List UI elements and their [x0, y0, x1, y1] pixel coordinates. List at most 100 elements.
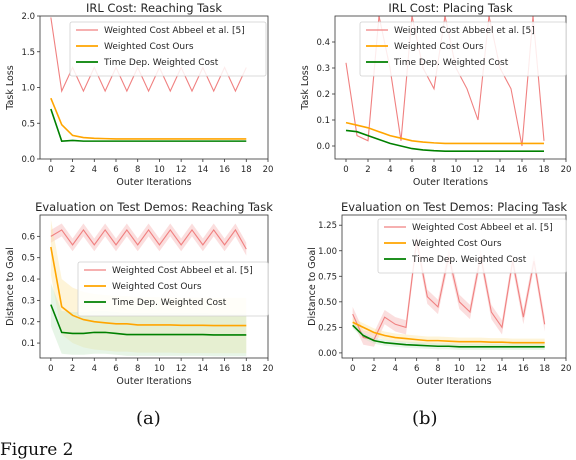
x-tick-label: 18 — [241, 165, 252, 175]
band-ours — [352, 318, 545, 347]
y-tick-label: 0.1 — [316, 116, 330, 126]
x-tick-label: 8 — [435, 364, 440, 374]
chart-eval-reaching: 0 2 4 6 8 10 12 14 16 18 20 0.1 0.2 0.3 0.4 0.5 0.6 Evalu… — [5, 200, 273, 387]
x-tick-label: 0 — [48, 165, 53, 175]
series-line-timedep — [352, 324, 545, 348]
x-tick-label: 2 — [371, 364, 376, 374]
x-tick-label: 20 — [561, 364, 572, 374]
legend-box — [77, 261, 269, 317]
series-line-ours — [50, 246, 247, 327]
x-tick-label: 18 — [539, 165, 550, 175]
x-tick-label: 0 — [48, 364, 53, 374]
legend-entry: Time Dep. Weighted Cost — [393, 58, 509, 68]
series-line-timedep — [50, 108, 247, 142]
x-tick-label: 6 — [113, 364, 118, 374]
y-tick-label: 0.00 — [318, 349, 337, 359]
legend-box — [377, 218, 567, 274]
x-tick-label: 12 — [176, 165, 187, 175]
band-timedep — [50, 283, 247, 357]
chart-irl-reaching: 0 2 4 6 8 10 12 14 16 18 20 0.0 0.5 1.0 1.5 2.0 IRL Cost… — [5, 1, 273, 188]
y-tick-label: 0.3 — [21, 296, 35, 306]
y-axis-label: Task Loss — [5, 65, 16, 110]
x-tick-label: 12 — [176, 364, 187, 374]
y-tick-label: 0.0 — [316, 142, 330, 152]
x-tick-label: 10 — [154, 165, 165, 175]
x-tick-label: 16 — [517, 165, 528, 175]
legend-entry: Weighted Cost Ours — [412, 239, 502, 249]
x-tick-label: 18 — [539, 364, 550, 374]
y-tick-label: 0.4 — [21, 275, 35, 285]
y-tick-label: 1.5 — [21, 48, 35, 58]
legend-entry: Time Dep. Weighted Cost — [111, 298, 227, 308]
y-tick-label: 0.3 — [316, 64, 330, 74]
x-tick-label: 8 — [431, 165, 436, 175]
band-abbeel — [352, 233, 545, 347]
legend: Weighted Cost Abbeel et al. [5] Weighted … — [77, 261, 269, 317]
y-axis-label: Distance to Goal — [5, 247, 16, 326]
y-axis-label: Distance to Goal — [307, 247, 318, 326]
x-tick-label: 4 — [387, 165, 392, 175]
y-tick-label: 0.1 — [21, 339, 35, 349]
y-tick-label: 2.0 — [21, 12, 35, 22]
y-tick-label: 1.25 — [318, 221, 337, 231]
legend-entry: Time Dep. Weighted Cost — [411, 255, 527, 265]
y-tick-label: 0.75 — [318, 272, 337, 282]
legend-entry: Time Dep. Weighted Cost — [103, 58, 219, 68]
chart-title: IRL Cost: Reaching Task — [86, 1, 222, 15]
figure-caption: Figure 2 — [0, 440, 74, 460]
x-tick-label: 10 — [451, 165, 462, 175]
y-tick-label: 0.2 — [316, 90, 330, 100]
x-tick-label: 16 — [219, 364, 230, 374]
x-tick-label: 4 — [92, 165, 97, 175]
band-abbeel — [50, 223, 247, 256]
y-tick-label: 1.0 — [21, 84, 35, 94]
x-tick-label: 4 — [92, 364, 97, 374]
x-axis-label: Outer Iterations — [116, 376, 191, 387]
y-tick-label: 0.5 — [21, 119, 35, 129]
y-axis-label: Task Loss — [300, 65, 311, 110]
x-tick-label: 20 — [263, 165, 274, 175]
plot-area — [50, 219, 247, 357]
plot-area — [50, 17, 247, 142]
x-tick-label: 10 — [154, 364, 165, 374]
x-tick-label: 12 — [473, 165, 484, 175]
x-tick-label: 20 — [561, 165, 572, 175]
band-ours — [50, 219, 247, 354]
legend-entry: Weighted Cost Abbeel et al. [5] — [412, 223, 553, 233]
chart-title: Evaluation on Test Demos: Placing Task — [341, 200, 567, 214]
axes-frame — [334, 15, 567, 160]
x-tick-label: 10 — [454, 364, 465, 374]
chart-title: Evaluation on Test Demos: Reaching Task — [35, 200, 273, 214]
x-tick-label: 14 — [197, 364, 208, 374]
y-tick-label: 1.00 — [318, 247, 337, 257]
y-tick-label: 0.6 — [21, 232, 35, 242]
legend-entry: Weighted Cost Abbeel et al. [5] — [394, 26, 535, 36]
x-tick-label: 8 — [135, 364, 140, 374]
series-line-abbeel — [50, 17, 247, 93]
legend: Weighted Cost Abbeel et al. [5] Weighted … — [359, 21, 567, 77]
x-tick-label: 12 — [475, 364, 486, 374]
legend: Weighted Cost Abbeel et al. [5] Weighted … — [69, 21, 267, 77]
x-tick-label: 14 — [197, 165, 208, 175]
subfigure-label-b: (b) — [412, 408, 438, 429]
x-tick-label: 2 — [70, 364, 75, 374]
x-axis-label: Outer Iterations — [116, 177, 191, 188]
axes-frame — [341, 214, 567, 359]
chart-irl-placing: 0 2 4 6 8 10 12 14 16 18 20 0.0 0.1 0.2 0.3 0.4 IRL Cost… — [300, 1, 571, 188]
x-tick-label: 0 — [350, 364, 355, 374]
legend-entry: Weighted Cost Ours — [112, 282, 202, 292]
legend: Weighted Cost Abbeel et al. [5] Weighted … — [377, 218, 567, 274]
legend-entry: Weighted Cost Ours — [394, 42, 484, 52]
x-tick-label: 2 — [365, 165, 370, 175]
y-tick-label: 0.4 — [316, 38, 330, 48]
x-tick-label: 6 — [113, 165, 118, 175]
x-tick-label: 14 — [497, 364, 508, 374]
plot-area — [345, 16, 545, 152]
subfigure-label-a: (a) — [136, 408, 161, 429]
y-tick-label: 0.2 — [21, 318, 35, 328]
series-line-abbeel — [50, 228, 247, 250]
legend-entry: Weighted Cost Abbeel et al. [5] — [104, 26, 245, 36]
series-line-abbeel — [345, 16, 545, 147]
x-tick-label: 18 — [241, 364, 252, 374]
